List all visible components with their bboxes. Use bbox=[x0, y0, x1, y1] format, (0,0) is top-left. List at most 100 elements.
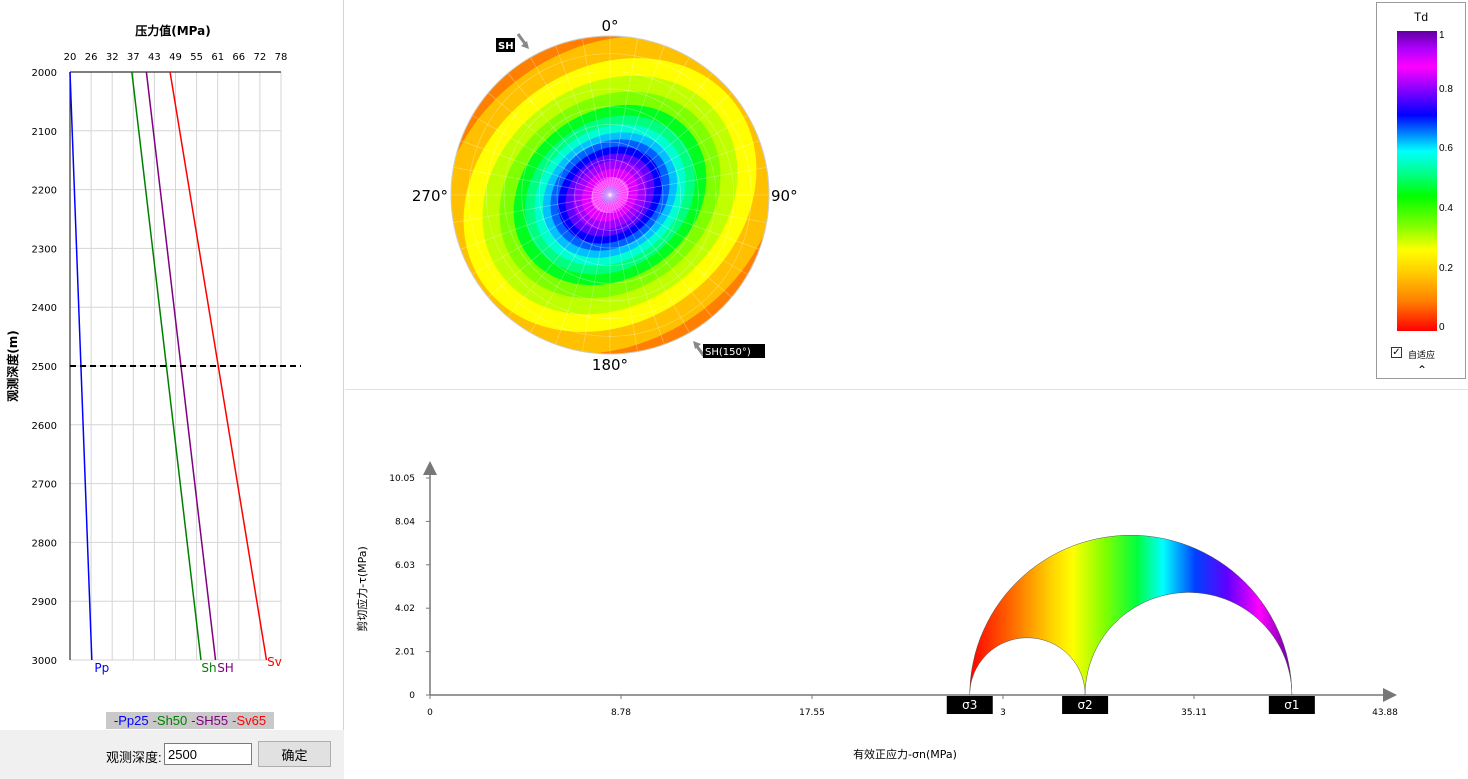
stereonet-grid-spoke bbox=[472, 194, 611, 275]
stereonet-grid-spoke bbox=[507, 72, 611, 196]
profile-lines bbox=[69, 71, 301, 661]
stereonet-grid-spoke bbox=[609, 72, 713, 196]
stereonet-grid-ring bbox=[503, 88, 717, 302]
profile-x-tick-label: 26 bbox=[85, 52, 98, 63]
sh-tag-top-bg bbox=[496, 38, 515, 52]
colorbar-tick: 0.2 bbox=[1439, 263, 1453, 274]
legend-sH: -SH55 bbox=[191, 713, 229, 728]
stereonet-color-field bbox=[451, 36, 769, 354]
profile-y-tick-label: 2600 bbox=[32, 421, 57, 432]
profile-x-tick-label: 55 bbox=[190, 52, 203, 63]
collapse-chevron-icon[interactable]: ⌃ bbox=[1417, 363, 1428, 377]
profile-x-title: 压力值(MPa) bbox=[135, 23, 210, 38]
stereonet-grid-ring bbox=[556, 141, 664, 249]
stereonet-grid-spoke bbox=[460, 194, 611, 250]
profile-x-tick-label: 72 bbox=[254, 52, 267, 63]
stereonet-grid-spoke bbox=[530, 57, 611, 196]
mohr-y-tick-label: 8.04 bbox=[395, 517, 415, 527]
profile-x-tick-label: 49 bbox=[169, 52, 182, 63]
profile-y-tick-label: 2200 bbox=[32, 186, 57, 197]
profile-y-tick-label: 2400 bbox=[32, 303, 57, 314]
stereonet-grid-spoke bbox=[609, 115, 748, 196]
legend-pp: -Pp25 bbox=[113, 713, 149, 728]
mohr-sigma-label: σ2 bbox=[1077, 698, 1092, 712]
stereonet-grid-spoke bbox=[487, 194, 611, 298]
stereonet-grid-spoke bbox=[609, 38, 638, 196]
mohr-sigma-bg bbox=[1268, 696, 1315, 714]
colorbar-tick: 0.8 bbox=[1439, 84, 1453, 95]
sh-tag-bottom: SH(150°) bbox=[705, 347, 751, 358]
mohr-axes: 0 8.78 17.55 3 35.11 43.88 0 2.01 4.02 6.03 8.04 10… bbox=[389, 461, 1398, 718]
colorbar-tick: 0.6 bbox=[1439, 143, 1453, 154]
stereonet-label-east: 90° bbox=[771, 187, 798, 205]
stereonet-panel: 0° 90° 180° 270° SH SH(150°) Td 1 0.8 0.… bbox=[345, 0, 1468, 390]
confirm-button[interactable]: 确定 bbox=[258, 741, 331, 767]
profile-x-ticks: 20 26 32 37 43 49 55 61 66 72 78 bbox=[64, 52, 288, 63]
profile-label-sH: SH bbox=[217, 661, 234, 675]
depth-input[interactable] bbox=[164, 743, 252, 765]
stereonet-grid-spoke bbox=[453, 167, 611, 196]
stereonet-grid-spoke bbox=[609, 194, 665, 345]
mohr-y-tick-label: 2.01 bbox=[395, 648, 415, 658]
stereonet-grid-spoke bbox=[609, 194, 638, 352]
stereonet-grid-spoke bbox=[609, 194, 690, 333]
colorbar-tick: 0.4 bbox=[1439, 203, 1453, 214]
stereonet-grid-spoke bbox=[609, 194, 748, 275]
profile-label-pp: Pp bbox=[94, 661, 109, 675]
stereonet-grid-spoke bbox=[507, 194, 611, 318]
profile-x-tick-label: 37 bbox=[127, 52, 140, 63]
pressure-profile-panel: 压力值(MPa) 观测深度(m) 20 26 32 37 43 49 55 61 66 72 78 … bbox=[0, 0, 344, 779]
mohr-stress-region bbox=[969, 534, 1293, 696]
stereonet-grid-spoke bbox=[582, 194, 611, 352]
mohr-x-arrow-icon bbox=[1383, 688, 1397, 702]
profile-y-tick-label: 2500 bbox=[32, 362, 57, 373]
mohr-sigma-label: σ3 bbox=[962, 698, 977, 712]
stereonet-grid-spoke bbox=[609, 194, 760, 250]
mohr-y-title: 剪切应力-τ(MPa) bbox=[355, 546, 369, 632]
profile-y-tick-label: 2800 bbox=[32, 538, 57, 549]
sh-tag-bottom-bg bbox=[703, 344, 765, 358]
profile-x-tick-label: 32 bbox=[106, 52, 119, 63]
profile-y-tick-label: 2300 bbox=[32, 244, 57, 255]
mohr-x-title: 有效正应力-σn(MPa) bbox=[853, 747, 957, 761]
stereonet-grid-spoke bbox=[460, 140, 611, 196]
stereonet-label-north: 0° bbox=[601, 17, 618, 35]
mohr-sigma-bg bbox=[946, 696, 993, 714]
mohr-x-tick-label: 17.55 bbox=[799, 708, 825, 718]
profile-y-tick-label: 2700 bbox=[32, 480, 57, 491]
stereonet-plot: 0° 90° 180° 270° SH SH(150°) bbox=[412, 17, 798, 374]
stereonet-grid-ring bbox=[538, 123, 682, 267]
legend-sv: -Sv65 bbox=[232, 713, 267, 728]
stereonet-grid-ring bbox=[574, 159, 646, 231]
stereonet-label-west: 270° bbox=[412, 187, 448, 205]
stereonet-grid-ring bbox=[591, 176, 629, 214]
profile-curve-labels: Pp Sh SH Sv bbox=[94, 655, 281, 675]
mohr-y-tick-label: 0 bbox=[409, 691, 415, 701]
stereonet-grid-spoke bbox=[530, 194, 611, 333]
mohr-x-tick-label: 43.88 bbox=[1372, 708, 1398, 718]
stereonet-grid-spoke bbox=[609, 194, 713, 318]
stereonet-label-south: 180° bbox=[592, 356, 628, 374]
sh-arrow-top-icon bbox=[516, 33, 529, 49]
mohr-y-tick-label: 10.05 bbox=[389, 474, 415, 484]
mohr-y-tick-label: 6.03 bbox=[395, 561, 415, 571]
profile-x-tick-label: 78 bbox=[275, 52, 288, 63]
profile-y-title: 观测深度(m) bbox=[5, 330, 20, 401]
stereonet-grid-ring bbox=[521, 106, 699, 284]
mohr-x-tick-label: 8.78 bbox=[611, 708, 631, 718]
mohr-sigma-bg bbox=[1062, 696, 1109, 714]
stereonet-grid-spoke bbox=[472, 115, 611, 196]
profile-label-sv: Sv bbox=[267, 655, 282, 669]
colorbar-tick: 1 bbox=[1439, 30, 1445, 41]
stereonet-grid-spoke bbox=[555, 45, 611, 196]
stereonet-grid-spoke bbox=[609, 194, 767, 223]
profile-y-tick-label: 2900 bbox=[32, 597, 57, 608]
stereonet-grid-spoke bbox=[582, 38, 611, 196]
mohr-circle-chart: 剪切应力-τ(MPa) 有效正应力-σn(MPa) 0 8.78 17.55 3 35.… bbox=[355, 461, 1398, 761]
profile-y-ticks: 2000 2100 2200 2300 2400 2500 2600 2700 2800 2900… bbox=[32, 68, 57, 667]
auto-fit-checkbox[interactable]: ✓ bbox=[1391, 347, 1402, 358]
profile-y-tick-label: 2100 bbox=[32, 127, 57, 138]
auto-fit-label: 自适应 bbox=[1408, 350, 1436, 360]
pressure-profile-chart: 压力值(MPa) 观测深度(m) 20 26 32 37 43 49 55 61 66 72 78 … bbox=[5, 23, 301, 675]
stereonet-grid-spoke bbox=[487, 92, 611, 196]
